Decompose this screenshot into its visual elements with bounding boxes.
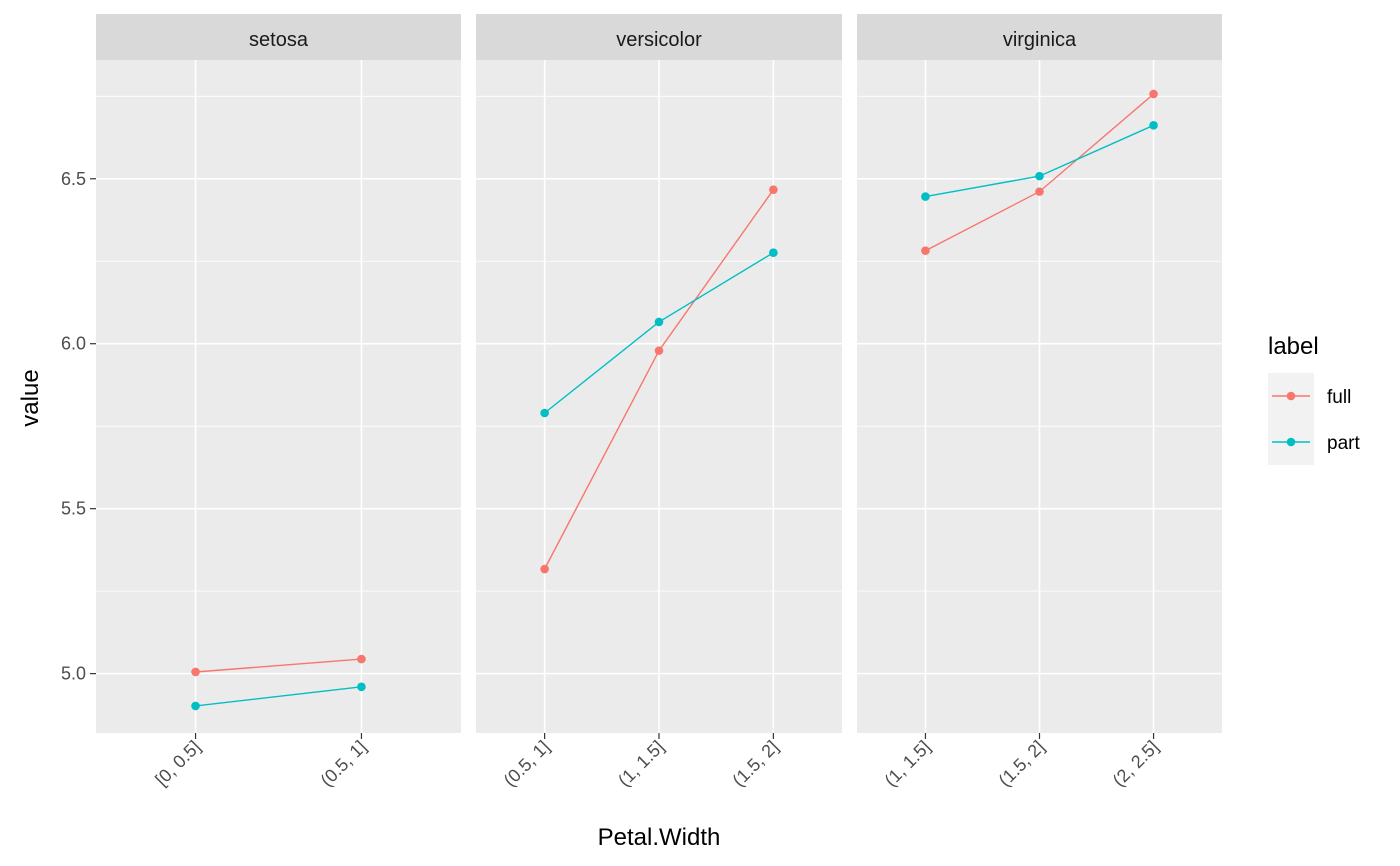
y-tick-label: 5.0 bbox=[61, 664, 86, 684]
data-point-part bbox=[1149, 121, 1158, 130]
panel-background bbox=[96, 60, 461, 733]
data-point-part bbox=[769, 248, 778, 257]
x-tick-label: (1, 1.5] bbox=[614, 737, 668, 791]
data-point-full bbox=[357, 654, 366, 664]
legend-key-point-full bbox=[1286, 391, 1296, 401]
data-point-full bbox=[1149, 89, 1158, 99]
x-tick-label: [0, 0.5] bbox=[151, 737, 204, 790]
y-axis-title: value bbox=[17, 369, 44, 426]
facet-panel-setosa: setosa [0, 0.5] (0.5, 1] bbox=[96, 14, 461, 790]
data-point-full bbox=[769, 185, 778, 194]
data-point-part bbox=[357, 682, 366, 692]
data-point-full bbox=[1035, 187, 1044, 196]
legend-label-part: part bbox=[1327, 433, 1360, 454]
facet-strip-label: setosa bbox=[249, 29, 309, 51]
facet-panel-versicolor: versicolor (0.5, 1] (1, 1.5] (1.5, 2] bbox=[476, 14, 842, 790]
facet-panels: setosa [0, 0.5] (0.5, 1] versicolor (0.5, 1]… bbox=[96, 14, 1222, 790]
y-tick-label: 6.0 bbox=[61, 334, 86, 354]
x-tick-label: (0.5, 1] bbox=[500, 737, 554, 791]
x-tick-label: (2, 2.5] bbox=[1109, 737, 1163, 791]
facet-strip-label: versicolor bbox=[616, 29, 702, 51]
legend-key-point-part bbox=[1286, 437, 1296, 447]
data-point-part bbox=[921, 192, 930, 201]
data-point-full bbox=[654, 346, 664, 355]
y-tick-label: 6.5 bbox=[61, 169, 86, 189]
x-axis-title: Petal.Width bbox=[598, 824, 721, 851]
facet-strip-label: virginica bbox=[1003, 29, 1077, 51]
x-tick-label: (0.5, 1] bbox=[317, 737, 371, 791]
x-tick-label: (1, 1.5] bbox=[881, 737, 935, 791]
facet-panel-virginica: virginica (1, 1.5] (1.5, 2] (2, 2.5] bbox=[857, 14, 1222, 790]
data-point-part bbox=[540, 408, 549, 418]
data-point-full bbox=[191, 667, 200, 677]
facet-strip bbox=[857, 14, 1222, 60]
x-tick-label: (1.5, 2] bbox=[995, 737, 1049, 791]
series-line-part bbox=[195, 686, 362, 707]
legend-label-full: full bbox=[1327, 387, 1351, 408]
y-axis: 5.0 5.5 6.0 6.5 bbox=[61, 169, 96, 684]
legend-title: label bbox=[1268, 333, 1319, 360]
data-point-full bbox=[540, 564, 549, 574]
data-point-part bbox=[191, 701, 200, 711]
facet-strip bbox=[96, 14, 461, 60]
x-tick-label: (1.5, 2] bbox=[728, 737, 782, 791]
series-line-full bbox=[195, 658, 362, 673]
data-point-part bbox=[1035, 171, 1044, 181]
legend: label full part bbox=[1268, 333, 1360, 465]
data-point-part bbox=[654, 317, 664, 327]
facet-strip bbox=[476, 14, 842, 60]
y-tick-label: 5.5 bbox=[61, 499, 86, 519]
data-point-full bbox=[921, 246, 930, 255]
